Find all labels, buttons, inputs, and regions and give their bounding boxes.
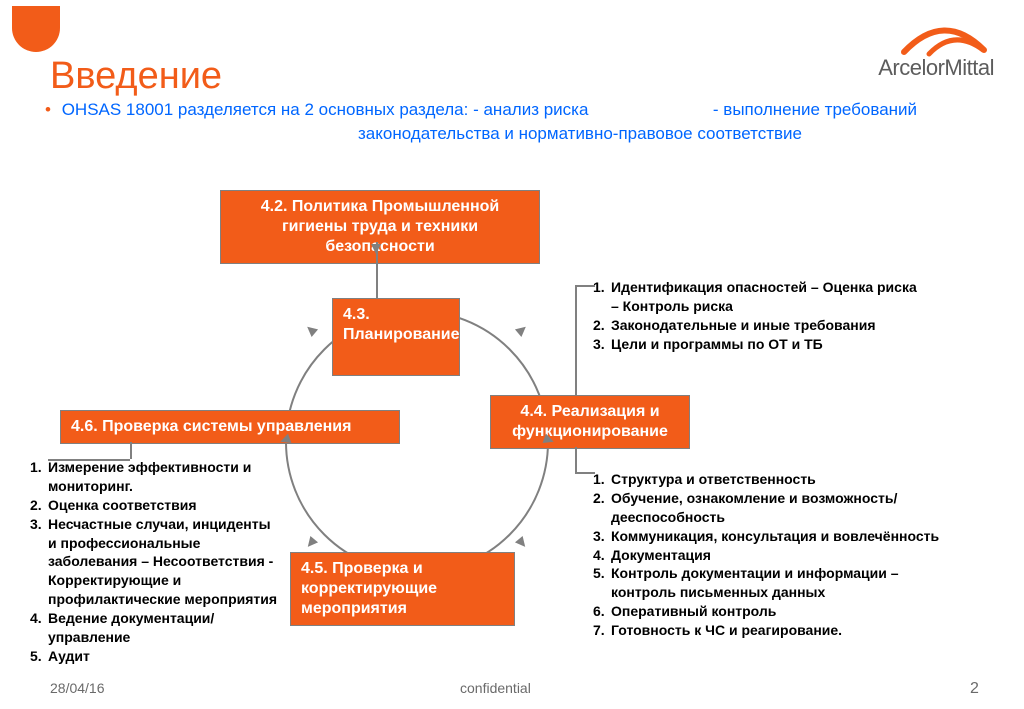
list-item: 3.Коммуникация, консультация и вовлечённ…: [593, 527, 943, 546]
list-item: 4.Ведение документации/управление: [30, 609, 280, 647]
list-item: 5.Аудит: [30, 647, 280, 666]
connector-line: [575, 285, 595, 287]
list-item: 2.Законодательные и иные требования: [593, 316, 923, 335]
list-item: 1.Идентификация опасностей – Оценка риск…: [593, 278, 923, 316]
arrow-head-icon: [515, 323, 529, 337]
list-4-6: 1.Измерение эффективности и мониторинг.2…: [30, 458, 280, 666]
brand-name: ArcelorMittal: [878, 55, 994, 81]
bullet-icon: •: [45, 100, 51, 119]
connector-line: [48, 459, 130, 461]
brand-swoosh-icon: [899, 20, 989, 60]
footer-confidential: confidential: [460, 680, 531, 696]
list-item: 2.Оценка соответствия: [30, 496, 280, 515]
safety-badge: [12, 6, 60, 52]
connector-line: [575, 285, 577, 395]
block-4-3: 4.3. Планирование: [332, 298, 460, 376]
intro-line-2: законодательства и нормативно-правовое с…: [358, 124, 802, 144]
arrow-head-icon: [515, 536, 529, 550]
block-4-6: 4.6. Проверка системы управления: [60, 410, 400, 444]
arrow-head-icon: [304, 536, 318, 550]
list-item: 1.Структура и ответственность: [593, 470, 943, 489]
block-4-4: 4.4. Реализация и функционирование: [490, 395, 690, 449]
list-item: 3.Цели и программы по ОТ и ТБ: [593, 335, 923, 354]
intro-line-1: • OHSAS 18001 разделяется на 2 основных …: [45, 100, 1005, 120]
list-item: 1.Измерение эффективности и мониторинг.: [30, 458, 280, 496]
list-item: 5.Контроль документации и информации – к…: [593, 564, 943, 602]
footer-page-number: 2: [970, 680, 979, 698]
footer-date: 28/04/16: [50, 680, 105, 696]
connector-line: [575, 447, 577, 472]
list-4-3: 1.Идентификация опасностей – Оценка риск…: [593, 278, 923, 354]
connector-line: [575, 472, 595, 474]
list-4-4: 1.Структура и ответственность2.Обучение,…: [593, 470, 943, 640]
list-item: 3.Несчастные случаи, инциденты и професс…: [30, 515, 280, 609]
intro-text-1a: OHSAS 18001 разделяется на 2 основных ра…: [62, 100, 469, 119]
connector-line: [376, 242, 378, 298]
page-title: Введение: [50, 55, 222, 98]
list-item: 7.Готовность к ЧС и реагирование.: [593, 621, 943, 640]
list-item: 2.Обучение, ознакомление и возможность/д…: [593, 489, 943, 527]
intro-text-1c: - выполнение требований: [713, 100, 917, 119]
connector-line: [130, 442, 132, 459]
intro-text-1b: - анализ риска: [473, 100, 588, 119]
list-item: 4.Документация: [593, 546, 943, 565]
list-item: 6.Оперативный контроль: [593, 602, 943, 621]
arrow-head-icon: [304, 323, 318, 337]
block-4-5: 4.5. Проверка и корректирующие мероприят…: [290, 552, 515, 626]
